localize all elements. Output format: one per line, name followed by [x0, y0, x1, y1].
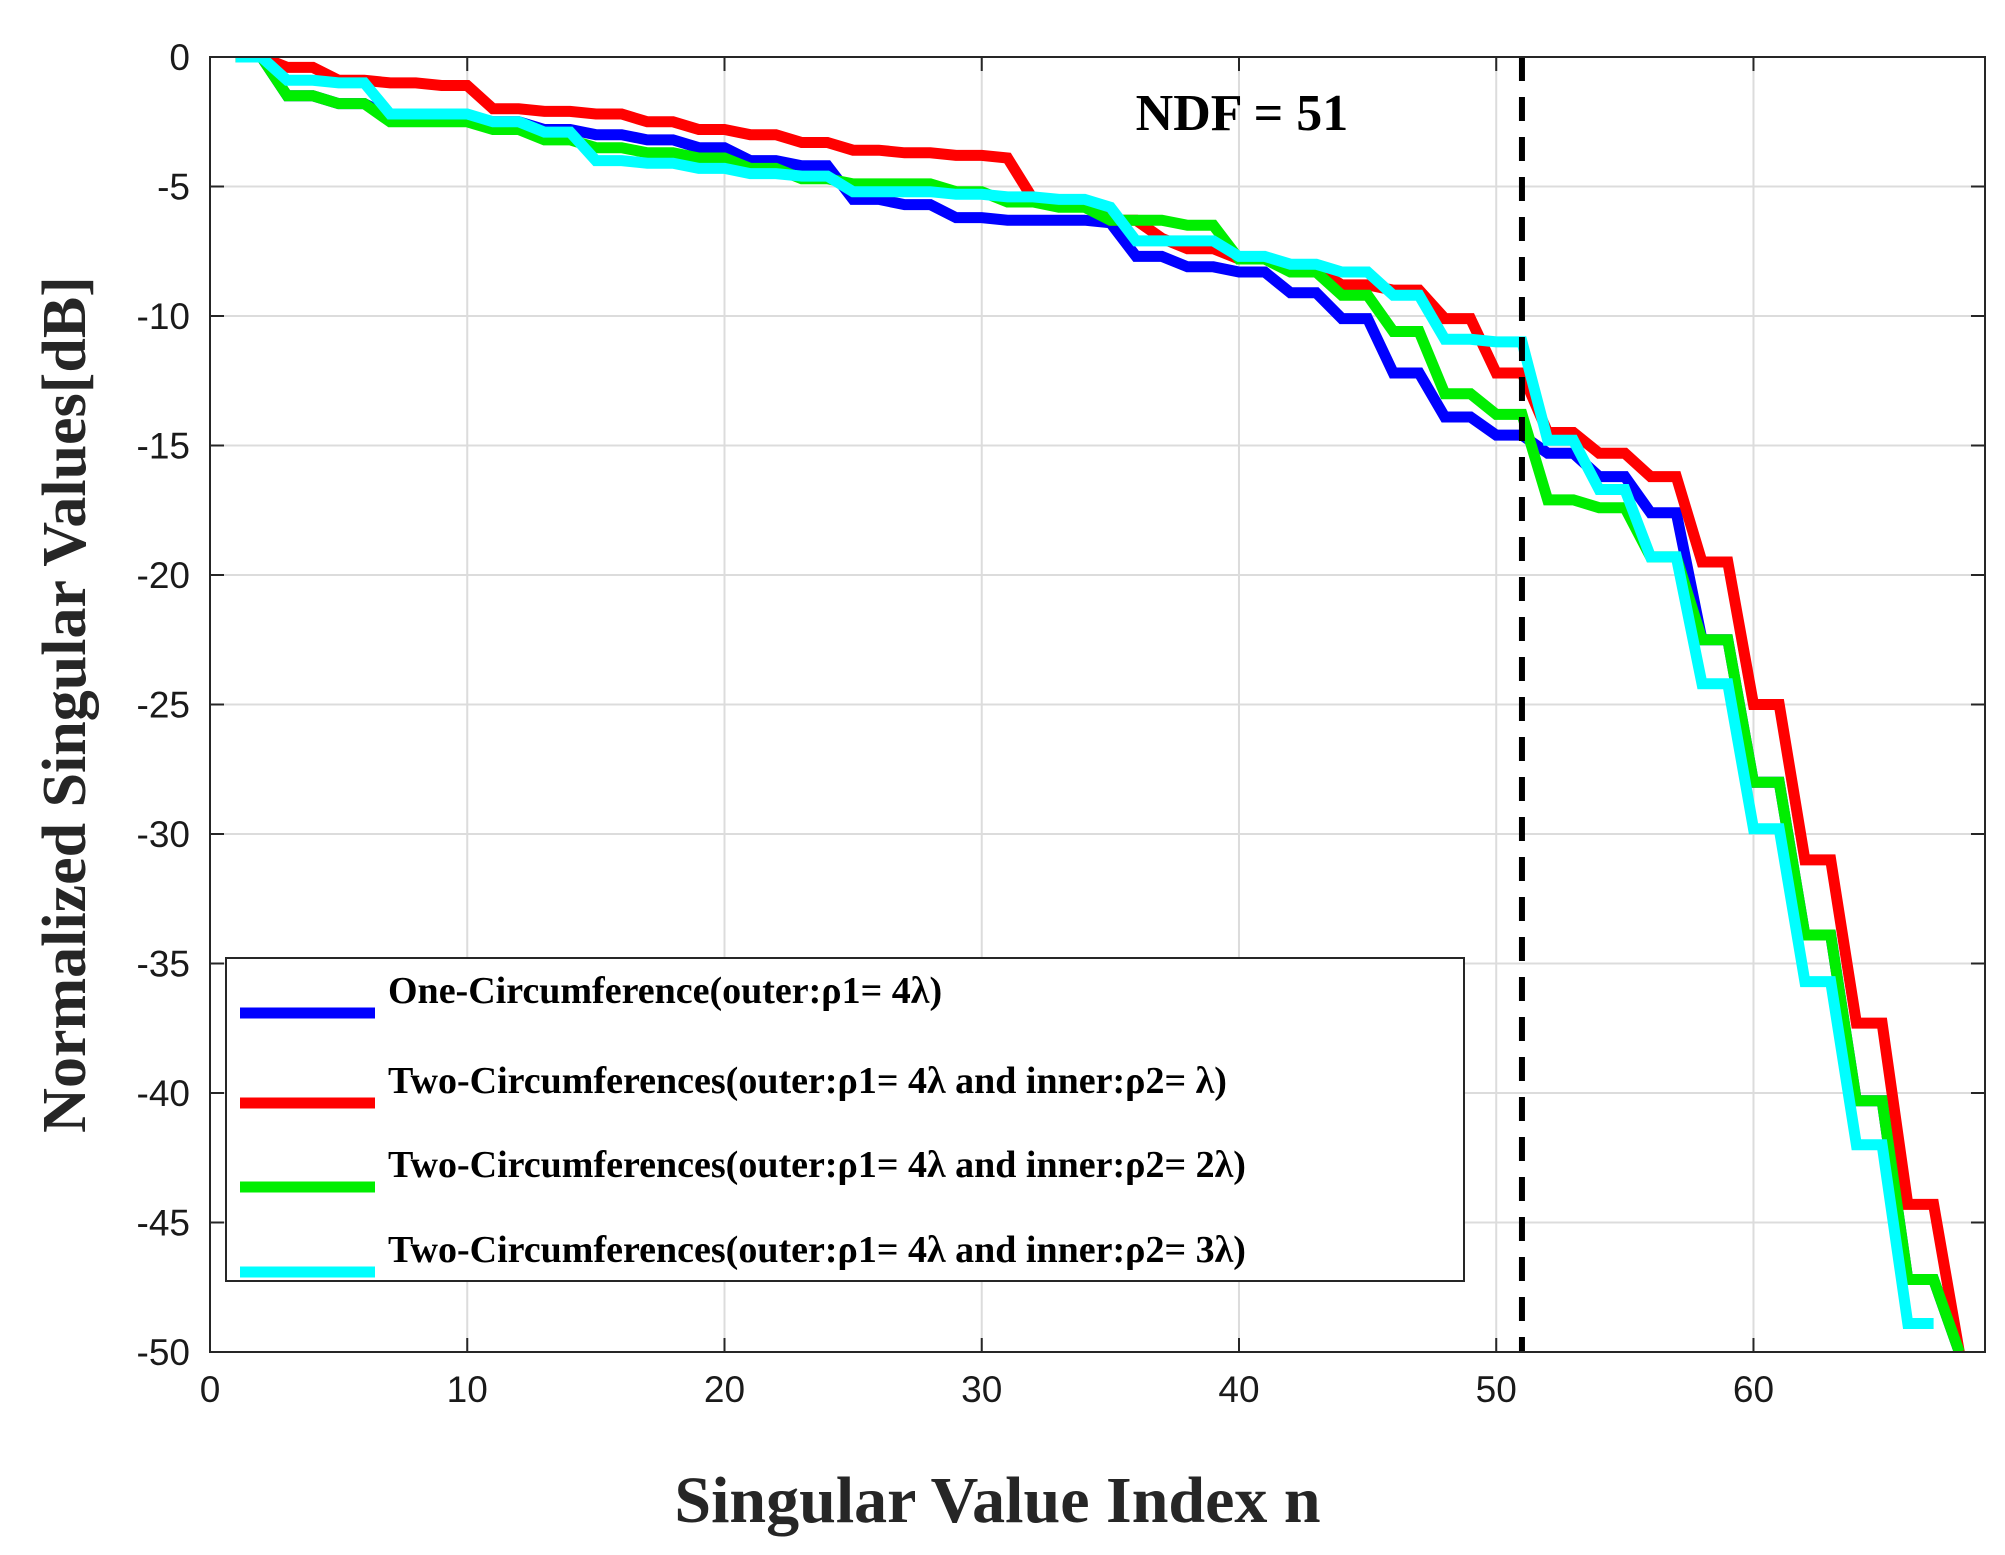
axis-ticks: [209, 56, 1985, 1353]
ndf-annotation: NDF = 51: [1136, 85, 1349, 142]
y-tick-label: 0: [169, 37, 190, 78]
legend-box: [225, 957, 1465, 1282]
y-tick-label: -5: [157, 167, 190, 208]
series-group: [235, 57, 1965, 1352]
y-tick-label: -20: [137, 555, 190, 596]
x-tick-label: 30: [961, 1369, 1002, 1410]
x-tick-label: 40: [1218, 1369, 1259, 1410]
y-tick-label: -15: [137, 426, 190, 467]
x-tick-label: 20: [704, 1369, 745, 1410]
x-axis-title: Singular Value Index n: [674, 1464, 1320, 1537]
y-tick-label: -30: [137, 814, 190, 855]
y-axis-title: Normalized Singular Values[dB]: [31, 276, 99, 1133]
x-tick-labels: 0 10 20 30 40 50 60: [200, 1369, 1774, 1410]
legend-label-2: Two-Circumferences(outer:ρ1= 4λ and inne…: [388, 1060, 1227, 1102]
y-tick-label: -45: [137, 1203, 190, 1244]
x-tick-label: 10: [447, 1369, 488, 1410]
x-tick-label: 50: [1476, 1369, 1517, 1410]
x-tick-label: 60: [1733, 1369, 1774, 1410]
y-tick-label: -10: [137, 296, 190, 337]
legend-label-3: Two-Circumferences(outer:ρ1= 4λ and inne…: [388, 1144, 1246, 1186]
legend: One-Circumference(outer:ρ1= 4λ) Two-Circu…: [225, 957, 1465, 1282]
legend-label-4: Two-Circumferences(outer:ρ1= 4λ and inne…: [388, 1229, 1246, 1271]
y-tick-label: -40: [137, 1073, 190, 1114]
series-line-4: [235, 57, 1934, 1329]
x-tick-label: 0: [200, 1369, 221, 1410]
y-tick-label: -50: [137, 1332, 190, 1373]
legend-label-1: One-Circumference(outer:ρ1= 4λ): [388, 970, 942, 1012]
y-tick-label: -25: [137, 685, 190, 726]
y-tick-label: -35: [137, 944, 190, 985]
y-tick-labels: 0 -5 -10 -15 -20 -25 -30 -35 -40 -45 -50: [137, 37, 190, 1373]
